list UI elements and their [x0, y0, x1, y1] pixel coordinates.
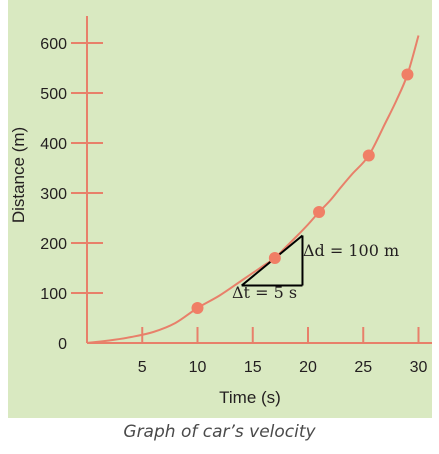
- data-points: [191, 68, 414, 314]
- distance-curve: [86, 35, 420, 344]
- x-tick-label-5: 5: [138, 359, 147, 376]
- y-tick-label-0: 0: [58, 336, 67, 353]
- data-point-4: [362, 149, 375, 162]
- x-tick-label-30: 30: [410, 359, 428, 376]
- axes: [86, 16, 432, 344]
- data-point-5: [401, 68, 414, 81]
- y-tick-label-300: 300: [40, 186, 67, 203]
- data-point-2: [268, 252, 281, 264]
- delta-d-label: Δd = 100 m: [303, 241, 399, 260]
- y-tick-label-200: 200: [40, 236, 67, 253]
- x-tick-label-25: 25: [354, 359, 372, 376]
- x-tick-label-10: 10: [189, 359, 207, 376]
- x-axis-title: Time (s): [219, 388, 281, 407]
- plot-background: [8, 0, 432, 418]
- delta-t-label: Δt = 5 s: [232, 283, 297, 302]
- y-tick-label-500: 500: [40, 86, 67, 103]
- data-point-1: [191, 302, 204, 314]
- y-tick-label-600: 600: [40, 36, 67, 53]
- x-tick-label-15: 15: [244, 359, 262, 376]
- data-point-3: [313, 206, 326, 218]
- figure-caption: Graph of car’s velocity: [123, 422, 316, 442]
- x-tick-label-20: 20: [299, 359, 317, 376]
- y-axis-title: Distance (m): [9, 127, 28, 223]
- y-tick-label-100: 100: [40, 286, 67, 303]
- y-tick-label-400: 400: [40, 136, 67, 153]
